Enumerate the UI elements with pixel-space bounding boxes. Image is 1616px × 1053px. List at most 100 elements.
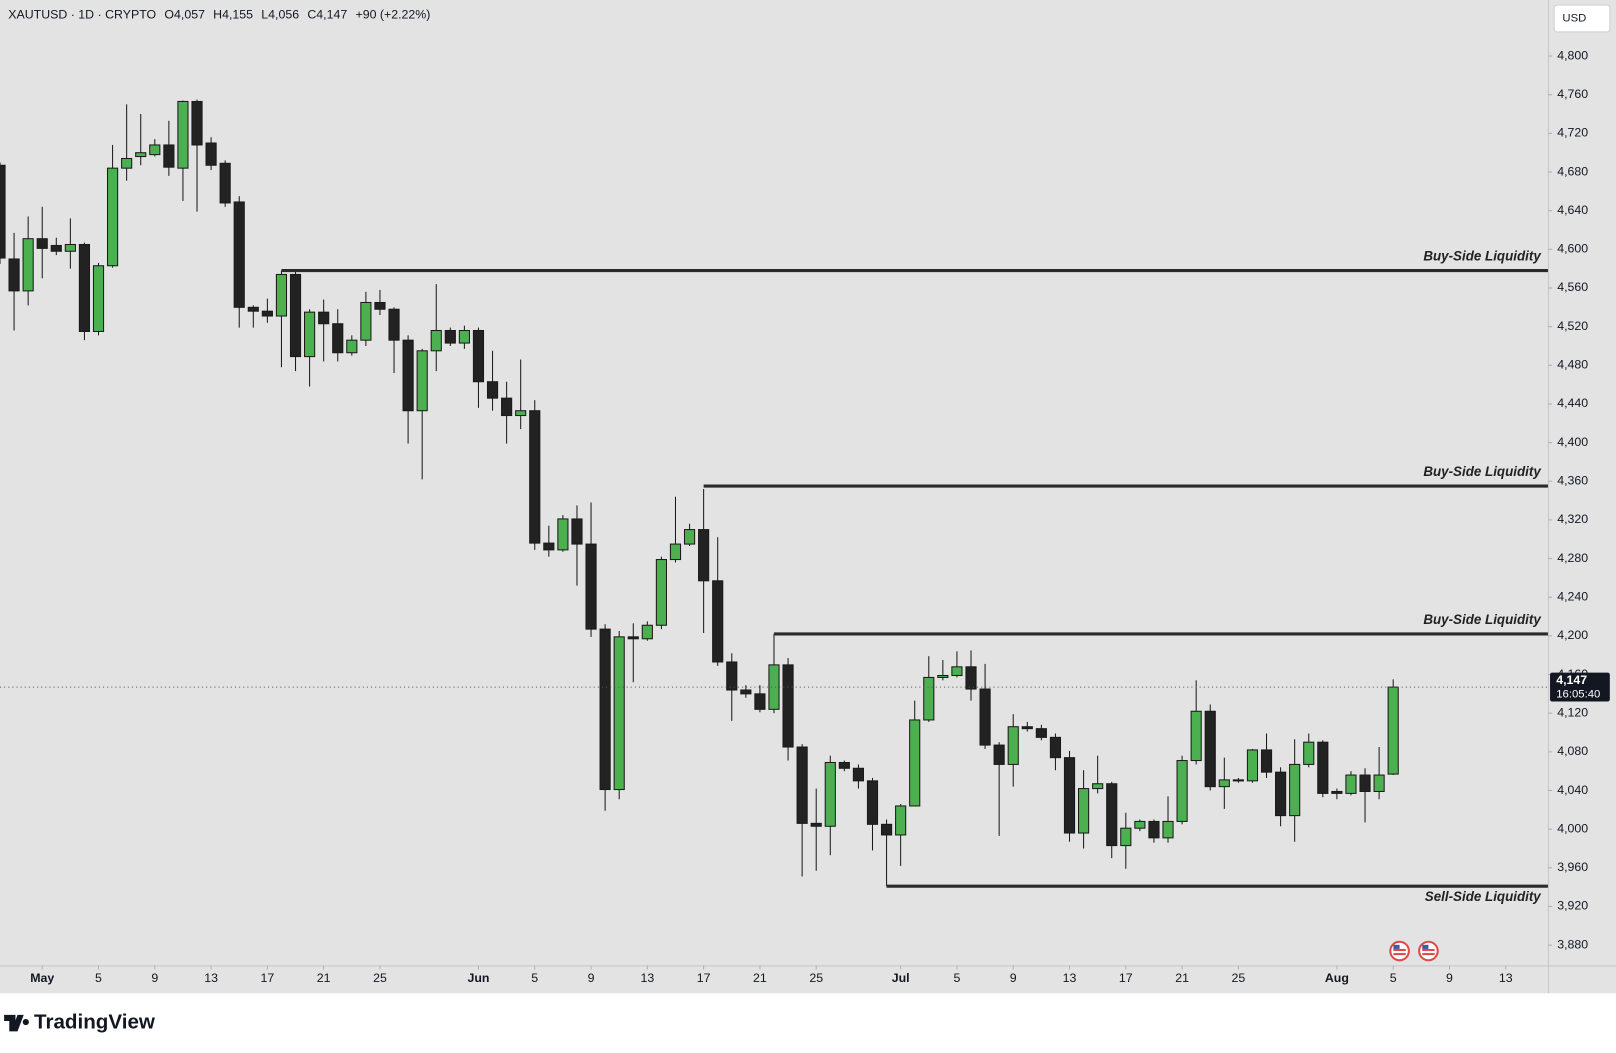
candle-body: [880, 823, 893, 836]
candle-body: [106, 167, 119, 267]
liquidity-label: Buy-Side Liquidity: [1423, 464, 1541, 479]
candle-body: [796, 746, 808, 824]
x-tick-label: 5: [1390, 971, 1397, 985]
candle-body: [1387, 686, 1399, 775]
candle-body: [233, 201, 245, 308]
candle-body: [1232, 779, 1244, 782]
x-tick-label: 13: [640, 971, 654, 985]
candle-body: [627, 636, 639, 640]
y-tick-label: 4,480: [1557, 358, 1588, 372]
legend-header: XAUTUSD · 1D · CRYPTO O4,057 H4,155 L4,056 C…: [8, 8, 430, 22]
candle-body: [374, 301, 386, 310]
candle-body: [458, 329, 470, 344]
y-tick-label: 4,600: [1557, 242, 1588, 256]
candle-body: [866, 780, 879, 825]
candle-body: [1049, 736, 1062, 759]
x-tick-label: 17: [1119, 971, 1133, 985]
liquidity-label: Sell-Side Liquidity: [1425, 889, 1542, 904]
candle-body: [219, 162, 231, 204]
chart-background: [0, 0, 1616, 994]
candle-body: [50, 244, 62, 252]
x-tick-label: Jun: [467, 971, 489, 985]
candle-body: [472, 329, 485, 383]
x-tick-label: 25: [809, 971, 823, 985]
y-tick-label: 4,400: [1557, 435, 1588, 449]
flag-stripe: [1422, 948, 1435, 951]
candle-body: [1275, 771, 1287, 817]
candle-body: [1063, 757, 1076, 834]
x-tick-label: 9: [1446, 971, 1453, 985]
candle-body: [979, 688, 991, 746]
x-tick-label: 17: [697, 971, 711, 985]
candle-body: [937, 674, 949, 678]
candle-body: [1260, 749, 1273, 773]
candle-body: [712, 580, 724, 663]
candle-body: [191, 100, 203, 146]
y-tick-label: 4,720: [1557, 126, 1588, 140]
y-tick-label: 4,240: [1557, 589, 1588, 603]
x-tick-label: 25: [1232, 971, 1246, 985]
x-tick-label: Aug: [1325, 971, 1349, 985]
last-price-badge: [1550, 672, 1610, 702]
candle-body: [1317, 741, 1329, 794]
candle-body: [275, 273, 288, 317]
candle-body: [895, 805, 907, 836]
y-tick-label: 4,000: [1557, 821, 1588, 835]
x-tick-label: 21: [1175, 971, 1189, 985]
candle-body: [543, 542, 555, 551]
candle-body: [1303, 741, 1315, 765]
x-tick-label: 9: [151, 971, 158, 985]
candle-body: [965, 666, 977, 690]
brand-logo[interactable]: TradingView: [4, 1011, 156, 1034]
x-tick-label: 21: [317, 971, 331, 985]
y-tick-label: 4,520: [1557, 319, 1588, 333]
overlay: 3,8803,9203,9604,0004,0404,0804,1204,160…: [30, 48, 1610, 985]
candle-body: [1007, 726, 1019, 765]
candle-body: [993, 744, 1005, 765]
x-tick-label: 5: [95, 971, 102, 985]
y-tick-label: 4,360: [1557, 474, 1588, 488]
x-tick-label: 5: [531, 971, 538, 985]
y-tick-label: 4,040: [1557, 783, 1588, 797]
candle-body: [22, 238, 34, 292]
candle-body: [923, 676, 935, 721]
last-price-label: 4,147: [1556, 673, 1587, 687]
ohlc-open: O4,057: [164, 8, 205, 22]
candle-body: [261, 310, 273, 317]
candle-body: [1106, 783, 1118, 847]
candle-body: [557, 518, 569, 551]
candle-body: [951, 666, 963, 677]
x-tick-label: 13: [1063, 971, 1077, 985]
candle-body: [683, 529, 696, 545]
event-flags[interactable]: [1389, 940, 1439, 962]
candle-body: [1078, 788, 1090, 834]
candle-body: [599, 628, 611, 791]
candle-body: [360, 301, 372, 341]
candle-body: [318, 311, 330, 325]
candle-body: [1162, 820, 1174, 839]
candle-body: [1092, 783, 1104, 790]
candle-body: [1204, 710, 1216, 788]
currency-button[interactable]: [1553, 4, 1611, 33]
candle-body: [698, 529, 710, 582]
candle-body: [740, 689, 752, 695]
candle-body: [486, 381, 499, 399]
countdown: 16:05:40: [1556, 688, 1600, 700]
currency-label[interactable]: USD: [1562, 13, 1586, 25]
y-tick-label: 4,200: [1557, 628, 1588, 642]
candle-body: [0, 164, 6, 259]
candle-body: [64, 243, 76, 252]
candle-body: [444, 329, 456, 344]
liquidity-label: Buy-Side Liquidity: [1423, 249, 1541, 264]
candle-body: [92, 265, 105, 332]
candle-body: [1218, 779, 1230, 788]
x-tick-label: 13: [204, 971, 218, 985]
ohlc-close: C4,147: [307, 8, 347, 22]
flag-canton: [1422, 944, 1429, 949]
candle-body: [135, 152, 147, 158]
candle-body: [177, 100, 189, 169]
brand-name[interactable]: TradingView: [34, 1011, 156, 1034]
candle-body: [726, 661, 738, 691]
candle-body: [655, 559, 667, 626]
x-tick-label: 25: [373, 971, 387, 985]
